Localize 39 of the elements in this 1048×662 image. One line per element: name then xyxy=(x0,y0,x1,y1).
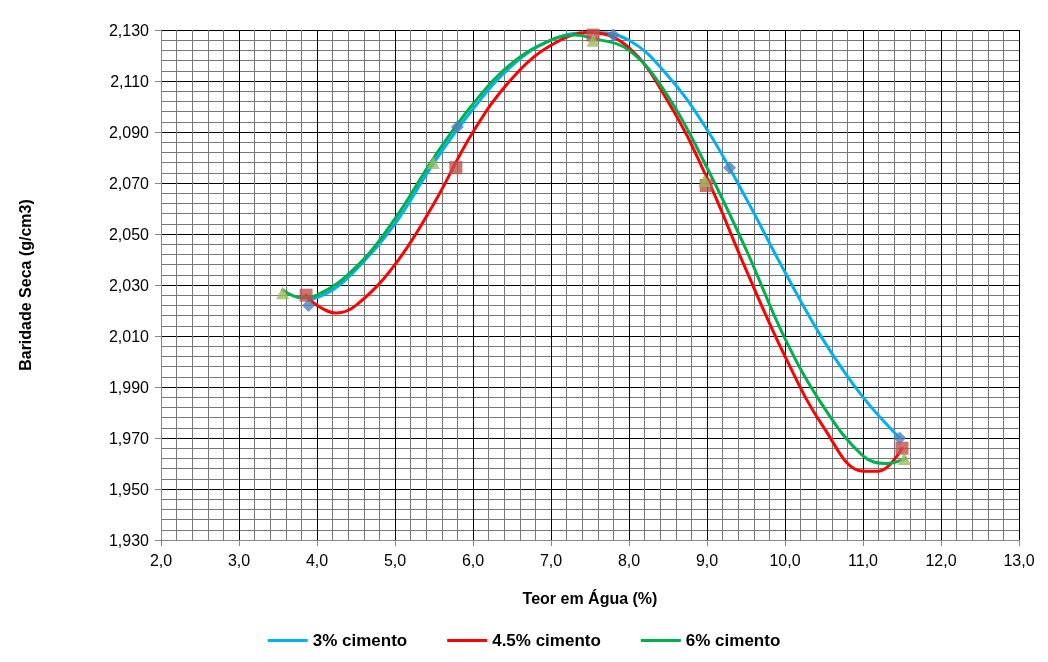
point xyxy=(897,451,911,465)
y-tick-label: 2,130 xyxy=(108,21,150,39)
x-tick-label: 7,0 xyxy=(539,551,563,569)
point xyxy=(606,28,620,42)
point xyxy=(449,161,463,175)
x-tick-label: 10,0 xyxy=(769,551,801,569)
y-tick-label: 1,970 xyxy=(108,429,150,447)
y-tick-label: 2,050 xyxy=(108,225,150,243)
x-tick-label: 13,0 xyxy=(1003,551,1035,569)
point xyxy=(426,156,440,170)
x-tick-label: 9,0 xyxy=(695,551,719,569)
point xyxy=(450,120,464,134)
point xyxy=(723,161,737,175)
x-tick-label: 2,0 xyxy=(149,551,173,569)
y-tick-label: 1,950 xyxy=(108,480,150,498)
x-tick-label: 4,0 xyxy=(305,551,329,569)
point xyxy=(586,33,600,47)
point xyxy=(895,441,909,455)
y-tick-label: 1,990 xyxy=(108,378,150,396)
y-axis-title: Baridade Seca (g/cm3) xyxy=(16,199,34,371)
y-tick-label: 1,930 xyxy=(108,531,150,549)
x-tick-label: 3,0 xyxy=(227,551,251,569)
x-tick-label: 6,0 xyxy=(461,551,485,569)
x-tick-label: 8,0 xyxy=(617,551,641,569)
y-tick-label: 2,090 xyxy=(108,123,150,141)
point xyxy=(698,173,712,187)
y-tick-label: 2,070 xyxy=(108,174,150,192)
y-tick-label: 2,010 xyxy=(108,327,150,345)
legend-label: 4.5% cimento xyxy=(492,631,601,650)
legend-label: 6% cimento xyxy=(685,631,781,650)
legend-label: 3% cimento xyxy=(312,631,408,650)
x-axis-title: Teor em Água (%) xyxy=(522,588,658,607)
point xyxy=(299,288,313,302)
y-tick-label: 2,110 xyxy=(110,72,150,90)
point xyxy=(276,286,290,300)
x-tick-label: 5,0 xyxy=(383,551,407,569)
y-tick-label: 2,030 xyxy=(108,276,150,294)
x-tick-label: 11,0 xyxy=(848,551,879,569)
x-tick-label: 12,0 xyxy=(925,551,957,569)
